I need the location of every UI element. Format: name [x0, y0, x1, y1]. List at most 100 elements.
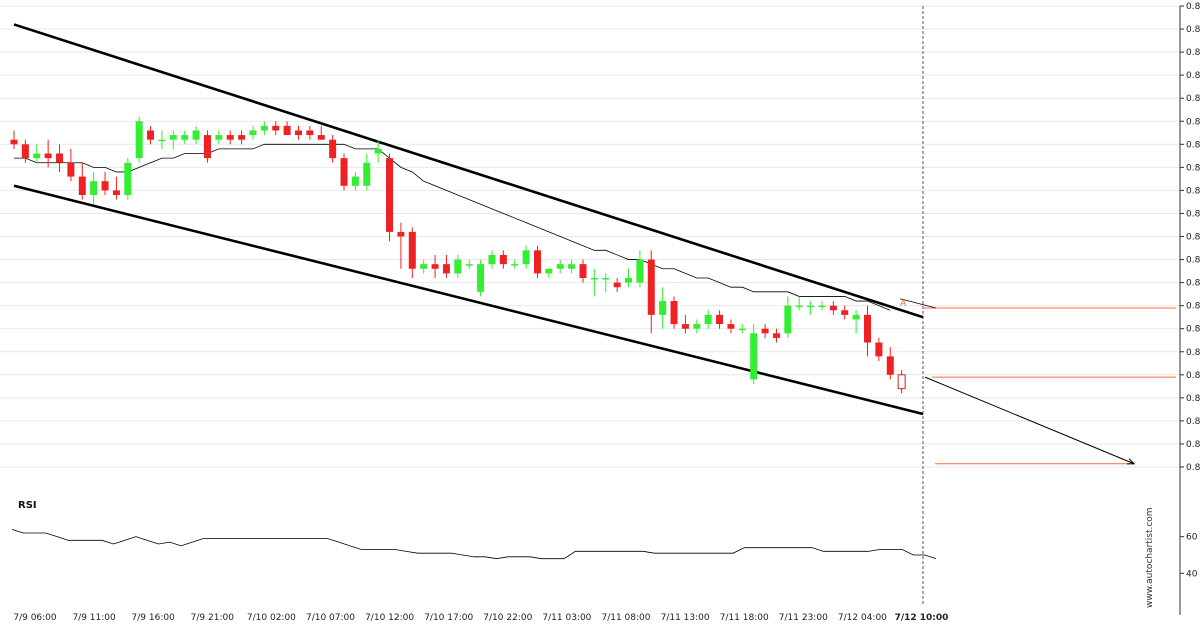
candle [897, 370, 906, 394]
candle [169, 130, 177, 149]
candle-body [147, 130, 155, 140]
time-tick-label: 7/12 04:00 [838, 613, 887, 623]
candle [192, 125, 200, 145]
candle [716, 310, 724, 329]
candle-body [124, 162, 132, 196]
candle-body [215, 135, 223, 140]
candle-body [203, 135, 211, 159]
candle [272, 121, 280, 136]
candle [670, 296, 678, 329]
candle-body [681, 324, 689, 329]
candle [386, 153, 394, 242]
candle-body [363, 162, 371, 186]
candle-body [397, 231, 405, 237]
candle-body [647, 259, 655, 315]
candle-body [727, 324, 735, 329]
candle [852, 310, 860, 334]
candle-body [283, 125, 291, 136]
forecast-arrow [924, 376, 1136, 465]
candle-body [488, 254, 496, 265]
candle-body [545, 268, 553, 274]
candle [306, 125, 314, 140]
candle [465, 259, 473, 269]
candle-body [78, 176, 86, 196]
candle [704, 310, 712, 329]
candle [56, 144, 64, 172]
candle [875, 337, 883, 361]
rsi-tick-label: 40 [1186, 569, 1198, 579]
candle-body [795, 305, 803, 308]
candle [78, 162, 86, 200]
candle-body [556, 264, 564, 269]
candle-body [477, 264, 485, 292]
candle-body [192, 130, 200, 140]
time-tick-label: 7/11 18:00 [720, 613, 769, 623]
candle [795, 296, 803, 311]
price-tick-label: 0.8420 [1186, 302, 1200, 312]
candle-body [886, 356, 894, 375]
time-tick-label: 7/10 02:00 [247, 613, 296, 623]
candle-body [90, 181, 98, 196]
candle [499, 250, 507, 269]
candle-body [135, 121, 143, 159]
candle-body [522, 250, 530, 265]
candle [761, 324, 769, 338]
candle [158, 130, 166, 149]
candle-body [602, 277, 610, 280]
candle-body [351, 176, 359, 186]
candle-body [818, 305, 826, 308]
candle [420, 259, 428, 274]
candle [625, 268, 633, 288]
candle [864, 305, 871, 357]
candle [533, 245, 541, 278]
candle-body [329, 139, 337, 159]
candle-body [807, 305, 815, 308]
candle-body [306, 130, 314, 136]
candle [44, 139, 52, 168]
price-tick-label: 0.8450 [1186, 163, 1200, 173]
price-tick-label: 0.8470 [1186, 71, 1200, 81]
candle [442, 254, 450, 278]
candle [112, 176, 120, 200]
price-tick-label: 0.8400 [1186, 394, 1200, 404]
candle-body [158, 139, 166, 142]
time-tick-label: 7/10 22:00 [483, 613, 532, 623]
candle-body [716, 314, 724, 325]
candle-body [420, 264, 428, 269]
time-tick-label: 7/11 08:00 [601, 613, 650, 623]
price-tick-label: 0.8405 [1186, 371, 1200, 381]
candle [693, 319, 701, 334]
candle-body [590, 277, 598, 280]
target-levels [899, 298, 1176, 465]
candle-body [169, 135, 177, 140]
candle [135, 116, 143, 163]
candle [511, 259, 519, 269]
channel-lower-line [13, 184, 924, 416]
price-tick-label: 0.8440 [1186, 209, 1200, 219]
candle-body [44, 153, 52, 159]
candle-body [10, 139, 18, 145]
candle [602, 273, 610, 292]
moving-average [14, 143, 891, 311]
candle-body [238, 135, 246, 140]
time-tick-label: 7/9 11:00 [72, 613, 116, 623]
candle [636, 250, 644, 288]
price-tick-label: 0.8425 [1186, 279, 1200, 289]
candle-body [67, 162, 75, 177]
candle [10, 130, 18, 149]
candle-body [784, 305, 792, 334]
time-tick-label: 7/10 12:00 [365, 613, 414, 623]
rsi-panel-title: RSI [18, 500, 37, 511]
candle [340, 153, 348, 191]
price-tick-label: 0.8445 [1186, 186, 1200, 196]
candle [568, 259, 576, 274]
candle-body [875, 342, 883, 357]
candle [841, 305, 849, 320]
candle-body [625, 277, 633, 283]
forecast-arrow-line [924, 376, 1135, 465]
candle-body [864, 314, 871, 343]
candle [681, 314, 689, 334]
candle-body [386, 158, 394, 232]
candle [226, 130, 234, 145]
candle [579, 259, 587, 283]
